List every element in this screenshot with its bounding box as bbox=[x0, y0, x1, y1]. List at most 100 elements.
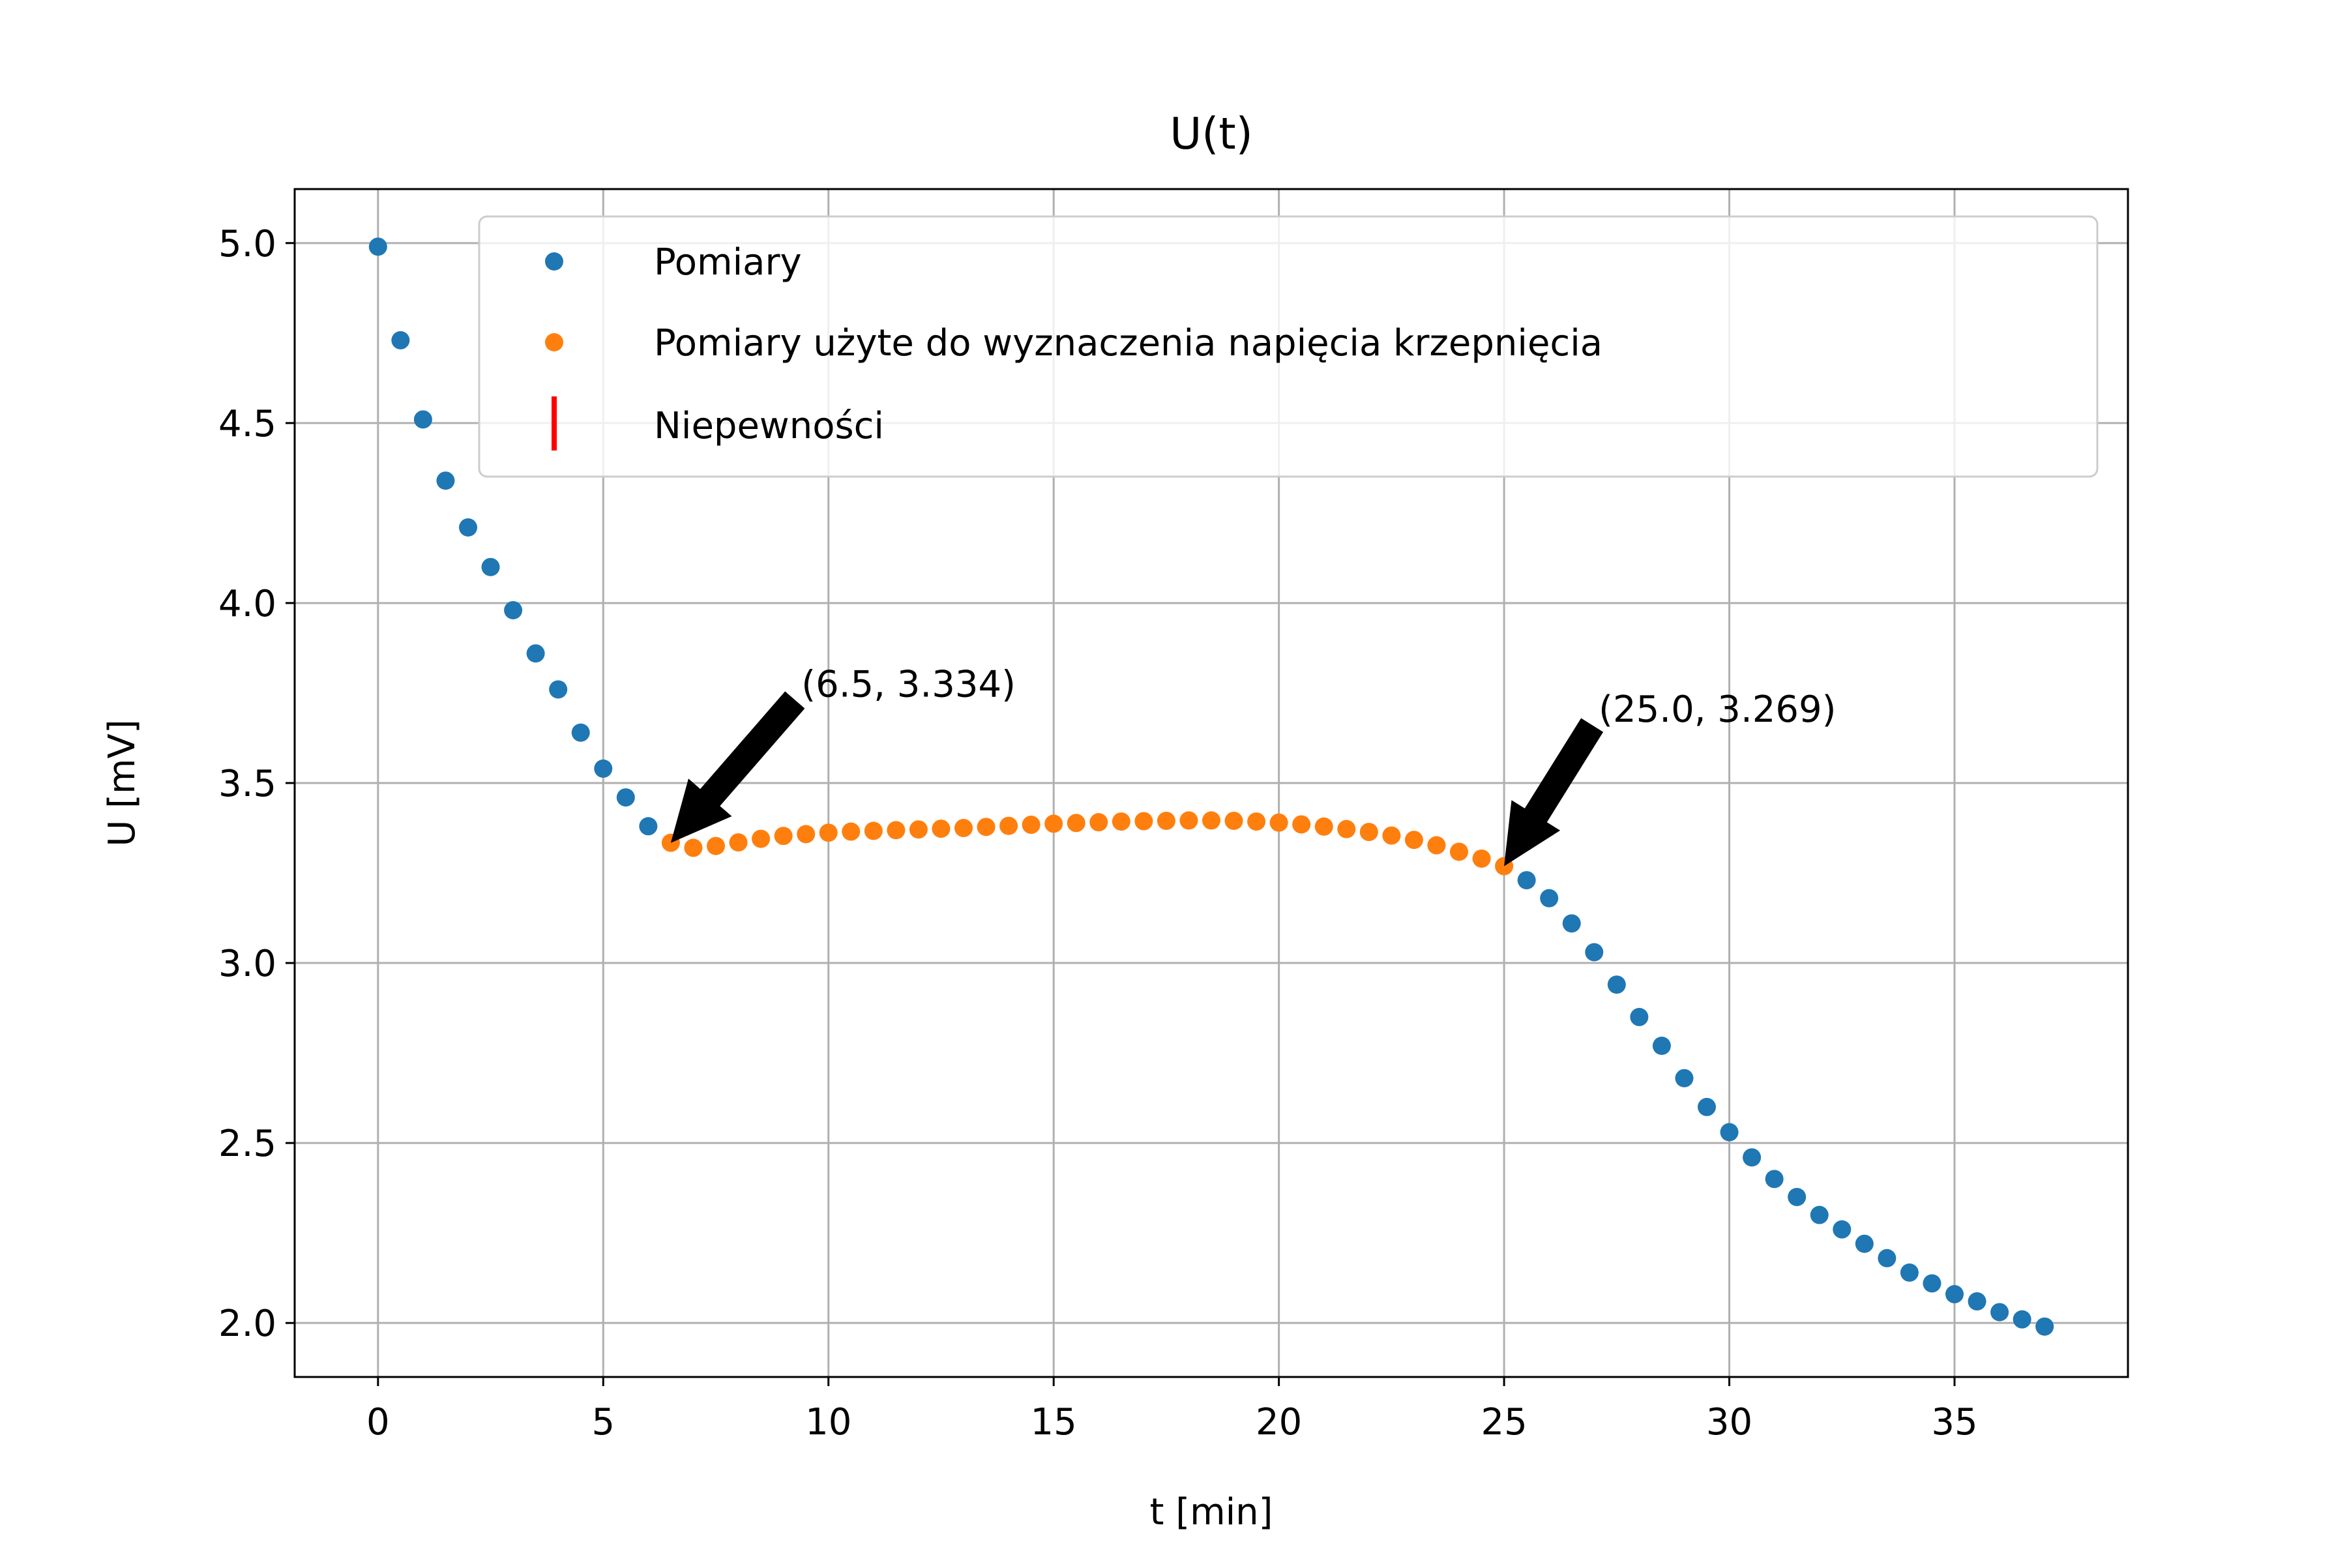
data-point-pomiary-uzyte bbox=[842, 822, 861, 841]
legend: Pomiary Pomiary użyte do wyznaczenia nap… bbox=[478, 215, 2099, 478]
data-point-pomiary-uzyte bbox=[977, 818, 996, 836]
data-point-pomiary-uzyte bbox=[864, 821, 883, 840]
data-point-pomiary-uzyte bbox=[1382, 826, 1401, 845]
data-point-pomiary-uzyte bbox=[1224, 811, 1243, 830]
annotation-arrow bbox=[670, 691, 805, 843]
data-point-pomiary bbox=[436, 471, 455, 490]
x-tick-label: 35 bbox=[1931, 1401, 1977, 1443]
data-point-pomiary-uzyte bbox=[1314, 817, 1333, 836]
data-point-pomiary bbox=[368, 237, 387, 256]
data-point-pomiary bbox=[1562, 914, 1581, 933]
data-point-pomiary bbox=[616, 788, 635, 807]
data-point-pomiary bbox=[391, 331, 410, 349]
y-tick-label: 3.5 bbox=[218, 763, 276, 805]
data-point-pomiary bbox=[1765, 1170, 1784, 1189]
data-point-pomiary bbox=[549, 680, 568, 699]
data-point-pomiary bbox=[481, 557, 500, 576]
data-point-pomiary bbox=[1990, 1303, 2009, 1322]
data-point-pomiary-uzyte bbox=[1044, 814, 1063, 833]
data-point-pomiary-uzyte bbox=[1292, 815, 1311, 834]
data-point-pomiary bbox=[1675, 1069, 1694, 1087]
data-point-pomiary-uzyte bbox=[819, 823, 838, 842]
x-tick-label: 10 bbox=[805, 1401, 851, 1443]
data-point-pomiary bbox=[1788, 1187, 1807, 1206]
data-point-pomiary bbox=[1900, 1263, 1919, 1282]
data-point-pomiary bbox=[504, 600, 523, 619]
data-point-pomiary bbox=[1923, 1274, 1941, 1293]
data-point-pomiary-uzyte bbox=[707, 836, 725, 855]
annotations: (6.5, 3.334) (25.0, 3.269) bbox=[670, 663, 1836, 866]
legend-frame bbox=[478, 215, 2099, 478]
data-point-pomiary bbox=[1945, 1285, 1964, 1304]
data-point-pomiary bbox=[1698, 1097, 1716, 1116]
data-point-pomiary bbox=[1720, 1123, 1739, 1142]
data-point-pomiary-uzyte bbox=[1157, 811, 1175, 830]
data-point-pomiary-uzyte bbox=[1359, 823, 1378, 842]
data-point-pomiary-uzyte bbox=[1450, 842, 1468, 861]
data-point-pomiary bbox=[1833, 1220, 1852, 1239]
annotation-arrow bbox=[1504, 718, 1604, 866]
data-point-pomiary bbox=[2035, 1317, 2054, 1336]
x-tick-label: 0 bbox=[366, 1401, 390, 1443]
x-tick-label: 5 bbox=[591, 1401, 615, 1443]
data-point-pomiary bbox=[459, 518, 477, 537]
data-point-pomiary-uzyte bbox=[1067, 814, 1085, 833]
data-point-pomiary-uzyte bbox=[1247, 812, 1266, 831]
data-point-pomiary-uzyte bbox=[1134, 812, 1153, 831]
data-point-pomiary bbox=[413, 410, 432, 429]
y-tick-label: 4.0 bbox=[218, 583, 276, 625]
y-tick-label: 2.5 bbox=[218, 1123, 276, 1165]
legend-label-niepewnosci: Niepewności bbox=[654, 405, 884, 447]
data-point-pomiary-uzyte bbox=[774, 827, 793, 846]
data-point-pomiary bbox=[1517, 871, 1536, 890]
data-point-pomiary-uzyte bbox=[684, 838, 703, 857]
data-point-pomiary bbox=[1630, 1007, 1649, 1026]
data-point-pomiary-uzyte bbox=[1404, 831, 1423, 850]
data-point-pomiary bbox=[1652, 1037, 1671, 1056]
legend-label-pomiary: Pomiary bbox=[654, 241, 802, 284]
data-point-pomiary-uzyte bbox=[1337, 820, 1356, 838]
data-point-pomiary bbox=[1968, 1292, 1986, 1311]
data-point-pomiary bbox=[1540, 889, 1559, 908]
y-tick-label: 2.0 bbox=[218, 1303, 276, 1345]
y-axis-label: U [mV] bbox=[101, 719, 143, 846]
legend-marker-pomiary-uzyte bbox=[545, 333, 563, 351]
data-point-pomiary-uzyte bbox=[1427, 836, 1446, 855]
y-tick-label: 4.5 bbox=[218, 403, 276, 445]
data-point-pomiary bbox=[1855, 1234, 1874, 1253]
x-tick-label: 20 bbox=[1256, 1401, 1302, 1443]
data-point-pomiary-uzyte bbox=[909, 820, 928, 839]
data-point-pomiary bbox=[639, 817, 658, 836]
data-point-pomiary bbox=[1585, 943, 1604, 962]
data-point-pomiary-uzyte bbox=[1179, 811, 1198, 830]
data-point-pomiary bbox=[1743, 1148, 1762, 1167]
data-point-pomiary-uzyte bbox=[1022, 816, 1041, 835]
data-point-pomiary-uzyte bbox=[1472, 849, 1491, 868]
data-point-pomiary-uzyte bbox=[1269, 813, 1288, 832]
annotation-label: (25.0, 3.269) bbox=[1599, 688, 1836, 731]
data-point-pomiary bbox=[571, 723, 590, 742]
chart-title: U(t) bbox=[1170, 108, 1253, 159]
data-point-pomiary bbox=[1878, 1249, 1897, 1267]
data-point-pomiary-uzyte bbox=[887, 821, 906, 840]
data-point-pomiary-uzyte bbox=[954, 819, 973, 838]
y-tick-label: 3.0 bbox=[218, 943, 276, 985]
data-point-pomiary bbox=[1810, 1206, 1829, 1224]
data-point-pomiary-uzyte bbox=[932, 820, 951, 838]
annotation-label: (6.5, 3.334) bbox=[801, 663, 1016, 705]
data-point-pomiary bbox=[594, 759, 613, 778]
data-point-pomiary bbox=[1607, 975, 1626, 994]
x-axis-label: t [min] bbox=[1149, 1491, 1273, 1533]
data-point-pomiary-uzyte bbox=[752, 829, 771, 848]
data-point-pomiary-uzyte bbox=[1089, 813, 1108, 832]
y-tick-label: 5.0 bbox=[218, 223, 276, 265]
data-point-pomiary-uzyte bbox=[1112, 812, 1130, 831]
legend-label-pomiary-uzyte: Pomiary użyte do wyznaczenia napięcia kr… bbox=[654, 322, 1602, 364]
x-tick-label: 25 bbox=[1481, 1401, 1527, 1443]
data-point-pomiary-uzyte bbox=[1202, 811, 1220, 830]
data-point-pomiary-uzyte bbox=[999, 816, 1018, 835]
data-point-pomiary bbox=[2013, 1310, 2031, 1329]
legend-marker-pomiary bbox=[545, 252, 563, 271]
